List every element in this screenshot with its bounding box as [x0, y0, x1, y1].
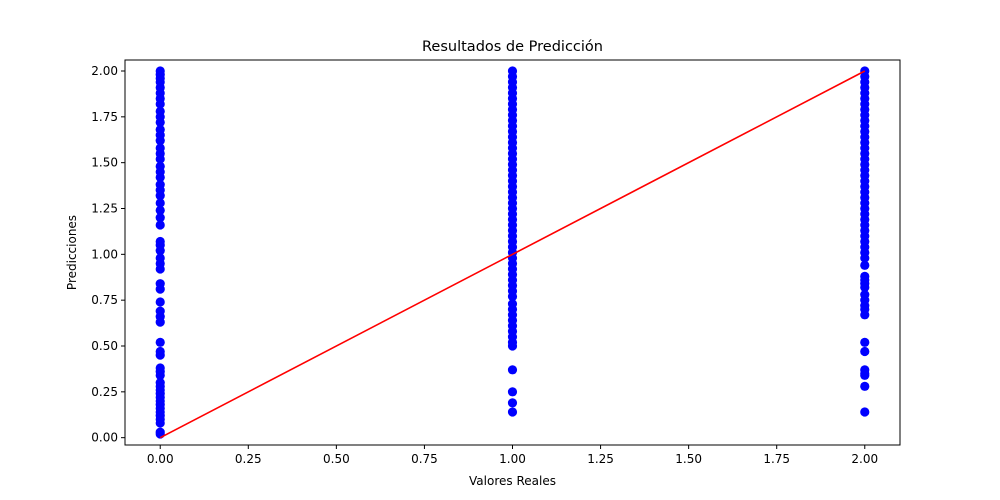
y-tick-label: 2.00: [91, 64, 118, 78]
scatter-point: [155, 213, 165, 223]
scatter-point: [860, 381, 870, 391]
x-tick-label: 0.50: [323, 452, 350, 466]
scatter-point: [155, 172, 165, 182]
scatter-point: [155, 264, 165, 274]
y-tick-label: 1.75: [91, 110, 118, 124]
scatter-point: [155, 317, 165, 327]
x-tick-label: 1.75: [763, 452, 790, 466]
x-tick-label: 1.25: [587, 452, 614, 466]
scatter-point: [860, 310, 870, 320]
scatter-point: [507, 398, 518, 408]
x-tick-label: 0.75: [411, 452, 438, 466]
chart-title: Resultados de Predicción: [422, 39, 603, 55]
scatter-point: [155, 198, 165, 208]
scatter-point: [507, 365, 518, 375]
scatter-point: [155, 220, 165, 230]
x-tick-label: 1.00: [499, 452, 526, 466]
scatter-point: [860, 346, 870, 357]
scatter-point: [155, 136, 165, 146]
scatter-point: [860, 370, 870, 380]
x-tick-label: 0.00: [147, 452, 174, 466]
y-tick-label: 1.00: [91, 247, 118, 261]
y-axis-label: Predicciones: [65, 215, 79, 290]
scatter-point: [507, 291, 518, 302]
x-tick-label: 1.50: [675, 452, 702, 466]
scatter-point: [507, 407, 518, 417]
scatter-point: [860, 260, 870, 270]
scatter-point: [155, 350, 165, 360]
points-layer: [155, 66, 870, 439]
reference-line: [159, 70, 866, 439]
scatter-point: [155, 191, 165, 201]
scatter-point: [860, 253, 870, 263]
scatter-point: [155, 205, 165, 215]
scatter-point: [155, 99, 165, 109]
scatter-point: [860, 282, 870, 292]
y-tick-label: 0.25: [91, 385, 118, 399]
y-tick-label: 1.50: [91, 156, 118, 170]
reference-line-layer: [159, 70, 866, 439]
scatter-point: [155, 418, 165, 428]
x-tick-label: 0.25: [235, 452, 262, 466]
scatter-point: [155, 246, 165, 256]
y-tick-label: 1.25: [91, 202, 118, 216]
scatter-point: [155, 370, 165, 380]
scatter-point: [155, 117, 165, 127]
x-tick-label: 2.00: [851, 452, 878, 466]
scatter-point: [860, 407, 870, 417]
y-axis-ticks: 0.00 0.25 0.50 0.75 1.00 1.25 1.50 1.75 2.00: [91, 64, 125, 445]
scatter-point: [860, 337, 870, 347]
x-axis-ticks: 0.00 0.25 0.50 0.75 1.00 1.25 1.50 1.75 2.00: [147, 445, 878, 466]
scatter-point: [507, 341, 518, 351]
scatter-point: [155, 297, 165, 307]
y-tick-label: 0.50: [91, 339, 118, 353]
scatter-point: [155, 284, 165, 294]
x-axis-label: Valores Reales: [469, 474, 556, 488]
scatter-point: [155, 337, 165, 347]
scatter-point: [507, 387, 518, 397]
y-tick-label: 0.00: [91, 431, 118, 445]
y-tick-label: 0.75: [91, 293, 118, 307]
scatter-point: [155, 154, 165, 164]
